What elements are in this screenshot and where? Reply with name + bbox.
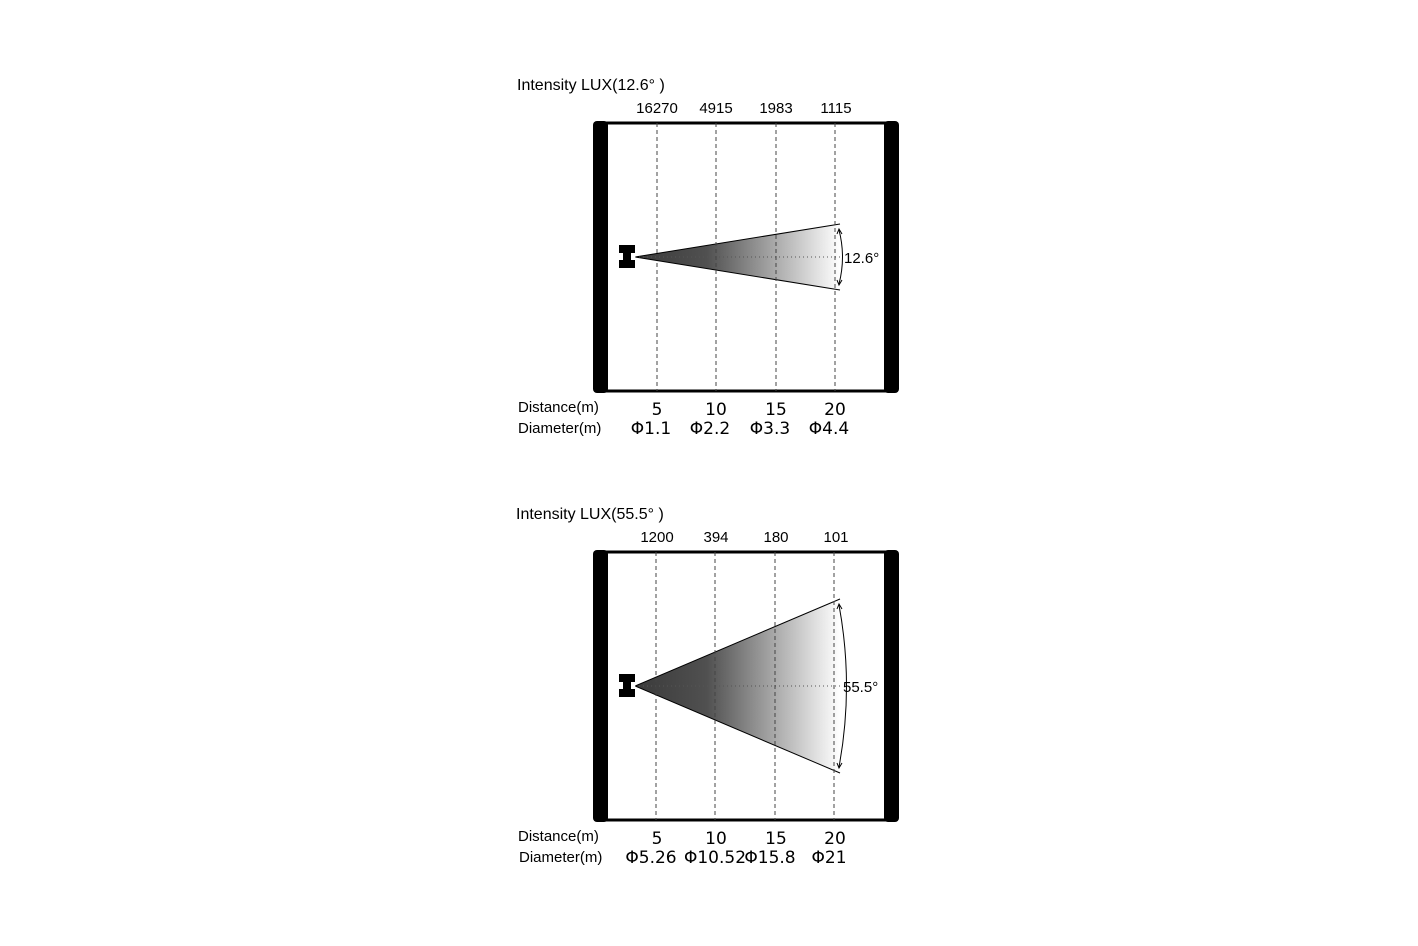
distance-value: 20 [824, 400, 846, 420]
distance-value: 15 [765, 829, 787, 849]
distance-label: Distance(m) [518, 399, 599, 416]
lux-value: 16270 [636, 100, 678, 117]
beam-angle-label: 12.6° [844, 250, 880, 267]
distance-label: Distance(m) [518, 828, 599, 845]
diameter-label: Diameter(m) [519, 849, 603, 866]
left-wall [593, 121, 608, 393]
distance-value: 10 [705, 400, 727, 420]
diameter-value: Φ1.1 [630, 419, 672, 439]
lux-value: 1115 [820, 100, 852, 117]
angle-arc [838, 604, 847, 768]
fixture-notch-right [631, 253, 635, 260]
lux-value: 1983 [759, 100, 793, 117]
fixture-notch-left [619, 682, 623, 689]
diameter-value: Φ15.8 [744, 848, 796, 868]
diameter-value: Φ3.3 [749, 419, 791, 439]
diameter-value: Φ5.26 [625, 848, 677, 868]
angle-arc [838, 229, 843, 285]
beam-diagram-svg [593, 121, 899, 393]
distance-value: 5 [651, 829, 663, 849]
beam-angle-label: 55.5° [843, 679, 879, 696]
distance-value: 5 [651, 400, 663, 420]
lux-value: 4915 [699, 100, 733, 117]
diameter-label: Diameter(m) [518, 420, 602, 437]
lux-value: 394 [703, 529, 729, 546]
light-beam [635, 224, 840, 290]
beam-edge-top [634, 598, 841, 687]
light-fixture-icon [619, 245, 635, 268]
left-wall [593, 550, 608, 822]
beam-panel: Intensity LUX(55.5° ) 1200 394 180 101 55.5° D… [0, 429, 1418, 867]
beam-diagram-svg [593, 550, 899, 822]
fixture-notch-right [631, 682, 635, 689]
lux-value: 101 [823, 529, 849, 546]
arrow-head-top-icon [836, 602, 843, 610]
distance-value: 20 [824, 829, 846, 849]
beam-edge-bottom [634, 256, 841, 291]
lux-value: 180 [763, 529, 789, 546]
lux-value: 1200 [640, 529, 674, 546]
chart-title: Intensity LUX(12.6° ) [517, 77, 665, 94]
right-wall [884, 121, 899, 393]
arrow-head-bottom-icon [836, 279, 843, 287]
right-wall [884, 550, 899, 822]
light-beam [635, 599, 840, 773]
distance-value: 10 [705, 829, 727, 849]
diameter-value: Φ4.4 [808, 419, 850, 439]
diameter-value: Φ21 [811, 848, 847, 868]
light-fixture-icon [619, 674, 635, 697]
beam-edge-top [634, 223, 841, 258]
fixture-notch-left [619, 253, 623, 260]
chart-title: Intensity LUX(55.5° ) [516, 506, 664, 523]
diameter-value: Φ10.52 [683, 848, 747, 868]
arrow-head-top-icon [836, 227, 843, 235]
distance-value: 15 [765, 400, 787, 420]
diameter-value: Φ2.2 [689, 419, 731, 439]
beam-edge-bottom [634, 685, 841, 774]
beam-panel: Intensity LUX(12.6° ) 16270 4915 1983 1115 12… [0, 0, 1418, 438]
arrow-head-bottom-icon [836, 762, 843, 770]
